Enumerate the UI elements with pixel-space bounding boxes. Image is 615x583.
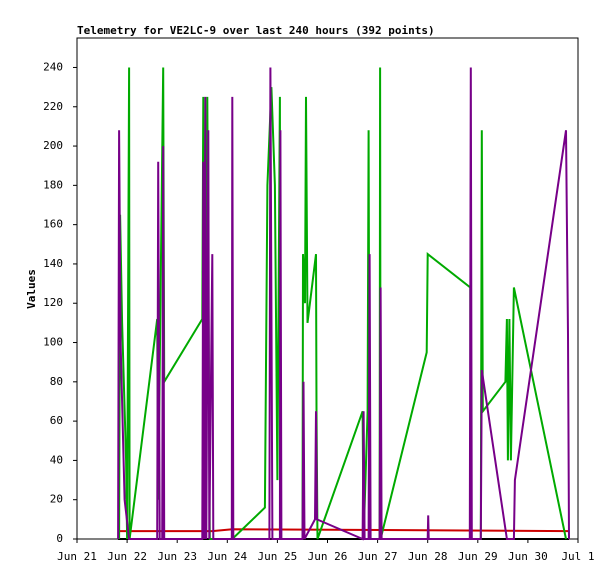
y-tick-label: 240 xyxy=(43,60,63,73)
series-line xyxy=(118,67,567,540)
plot-frame xyxy=(76,37,579,540)
x-tick-label: Jun 26 xyxy=(308,550,348,563)
series-line xyxy=(117,67,570,541)
x-tick-label: Jul 1 xyxy=(561,550,594,563)
y-axis-label: Values xyxy=(25,269,38,309)
y-tick-label: 200 xyxy=(43,139,63,152)
x-tick-label: Jun 21 xyxy=(57,550,97,563)
y-tick-label: 160 xyxy=(43,218,63,231)
x-tick-label: Jun 25 xyxy=(258,550,298,563)
y-tick-label: 100 xyxy=(43,336,63,349)
y-tick-label: 20 xyxy=(50,493,63,506)
x-tick-label: Jun 24 xyxy=(207,550,247,563)
y-tick-label: 120 xyxy=(43,296,63,309)
x-tick-label: Jun 22 xyxy=(107,550,147,563)
x-tick-label: Jun 28 xyxy=(408,550,448,563)
y-tick-label: 220 xyxy=(43,100,63,113)
y-tick-label: 80 xyxy=(50,375,63,388)
series-line xyxy=(118,528,570,533)
x-tick-label: Jun 29 xyxy=(458,550,498,563)
y-tick-label: 0 xyxy=(56,532,63,545)
y-tick-label: 60 xyxy=(50,414,63,427)
x-tick-label: Jun 27 xyxy=(358,550,398,563)
y-tick-label: 140 xyxy=(43,257,63,270)
chart-title: Telemetry for VE2LC-9 over last 240 hour… xyxy=(77,24,435,37)
x-tick-label: Jun 23 xyxy=(157,550,197,563)
y-tick-label: 180 xyxy=(43,178,63,191)
x-tick-label: Jun 30 xyxy=(508,550,548,563)
y-tick-label: 40 xyxy=(50,453,63,466)
